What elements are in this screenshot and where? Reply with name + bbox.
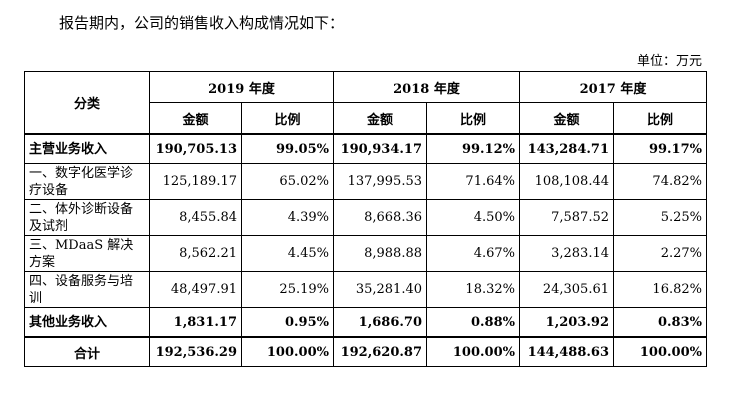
table-row: 三、MDaaS 解决方案 8,562.21 4.45% 8,988.88 4.6… xyxy=(24,235,707,272)
cell-value: 8,455.84 xyxy=(149,199,242,236)
cell-value: 108,108.44 xyxy=(519,163,614,200)
cell-value: 100.00% xyxy=(426,336,520,367)
cell-value: 1,831.17 xyxy=(149,307,242,338)
amount-header: 金额 xyxy=(333,102,427,135)
row-label: 主营业务收入 xyxy=(24,133,150,164)
ratio-header: 比例 xyxy=(613,102,707,135)
year-header-2019: 2019 年度 xyxy=(149,71,334,103)
cell-value: 192,620.87 xyxy=(333,336,427,367)
category-header: 分类 xyxy=(24,71,150,135)
cell-value: 8,668.36 xyxy=(333,199,427,236)
cell-value: 65.02% xyxy=(241,163,334,200)
row-label: 三、MDaaS 解决方案 xyxy=(24,235,150,272)
year-header-2017: 2017 年度 xyxy=(519,71,707,103)
cell-value: 18.32% xyxy=(426,271,520,308)
cell-value: 4.39% xyxy=(241,199,334,236)
cell-value: 74.82% xyxy=(613,163,707,200)
cell-value: 25.19% xyxy=(241,271,334,308)
unit-label: 单位：万元 xyxy=(636,54,702,69)
cell-value: 125,189.17 xyxy=(149,163,242,200)
table-row: 四、设备服务与培训 48,497.91 25.19% 35,281.40 18.… xyxy=(24,271,707,308)
cell-value: 137,995.53 xyxy=(333,163,427,200)
cell-value: 4.67% xyxy=(426,235,520,272)
cell-value: 2.27% xyxy=(613,235,707,272)
cell-value: 99.05% xyxy=(241,133,334,164)
table-row: 合计 192,536.29 100.00% 192,620.87 100.00%… xyxy=(24,336,707,367)
cell-value: 4.50% xyxy=(426,199,520,236)
table-row: 二、体外诊断设备及试剂 8,455.84 4.39% 8,668.36 4.50… xyxy=(24,199,707,236)
cell-value: 190,934.17 xyxy=(333,133,427,164)
cell-value: 100.00% xyxy=(241,336,334,367)
amount-header: 金额 xyxy=(519,102,614,135)
row-label: 二、体外诊断设备及试剂 xyxy=(24,199,150,236)
cell-value: 192,536.29 xyxy=(149,336,242,367)
cell-value: 8,562.21 xyxy=(149,235,242,272)
cell-value: 71.64% xyxy=(426,163,520,200)
cell-value: 48,497.91 xyxy=(149,271,242,308)
cell-value: 8,988.88 xyxy=(333,235,427,272)
amount-header: 金额 xyxy=(149,102,242,135)
year-header-2018: 2018 年度 xyxy=(333,71,520,103)
cell-value: 0.88% xyxy=(426,307,520,338)
cell-value: 0.95% xyxy=(241,307,334,338)
cell-value: 1,686.70 xyxy=(333,307,427,338)
row-label: 合计 xyxy=(24,336,150,367)
intro-text: 报告期内，公司的销售收入构成情况如下： xyxy=(59,14,345,32)
cell-value: 35,281.40 xyxy=(333,271,427,308)
cell-value: 144,488.63 xyxy=(519,336,614,367)
row-label: 一、数字化医学诊疗设备 xyxy=(24,163,150,200)
cell-value: 4.45% xyxy=(241,235,334,272)
row-label: 其他业务收入 xyxy=(24,307,150,338)
cell-value: 100.00% xyxy=(613,336,707,367)
table-row: 一、数字化医学诊疗设备 125,189.17 65.02% 137,995.53… xyxy=(24,163,707,200)
table-row: 主营业务收入 190,705.13 99.05% 190,934.17 99.1… xyxy=(24,133,707,164)
cell-value: 5.25% xyxy=(613,199,707,236)
cell-value: 1,203.92 xyxy=(519,307,614,338)
cell-value: 0.83% xyxy=(613,307,707,338)
cell-value: 3,283.14 xyxy=(519,235,614,272)
ratio-header: 比例 xyxy=(241,102,334,135)
row-label: 四、设备服务与培训 xyxy=(24,271,150,308)
cell-value: 143,284.71 xyxy=(519,133,614,164)
cell-value: 16.82% xyxy=(613,271,707,308)
cell-value: 7,587.52 xyxy=(519,199,614,236)
cell-value: 99.17% xyxy=(613,133,707,164)
cell-value: 24,305.61 xyxy=(519,271,614,308)
table-row: 其他业务收入 1,831.17 0.95% 1,686.70 0.88% 1,2… xyxy=(24,307,707,338)
cell-value: 99.12% xyxy=(426,133,520,164)
cell-value: 190,705.13 xyxy=(149,133,242,164)
ratio-header: 比例 xyxy=(426,102,520,135)
revenue-table: 分类 2019 年度 2018 年度 2017 年度 金额 比例 金额 比例 金… xyxy=(24,71,707,367)
